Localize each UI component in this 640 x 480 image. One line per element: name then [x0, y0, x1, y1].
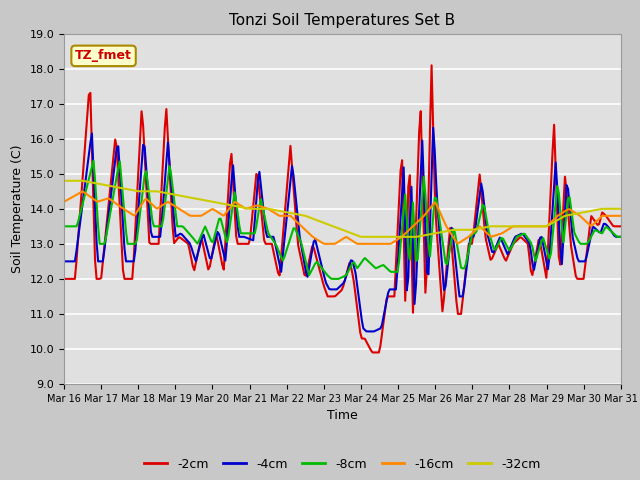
-32cm — [129, 187, 136, 193]
Y-axis label: Soil Temperature (C): Soil Temperature (C) — [11, 144, 24, 273]
Text: TZ_fmet: TZ_fmet — [75, 49, 132, 62]
-2cm — [303, 265, 311, 271]
-16cm — [255, 203, 263, 209]
Line: -4cm: -4cm — [64, 128, 621, 331]
-8cm — [228, 211, 236, 217]
Legend: -2cm, -4cm, -8cm, -16cm, -32cm: -2cm, -4cm, -8cm, -16cm, -32cm — [140, 453, 545, 476]
-32cm — [588, 208, 595, 214]
-16cm — [130, 213, 138, 218]
-2cm — [129, 276, 136, 282]
-8cm — [589, 230, 596, 236]
Line: -2cm: -2cm — [64, 65, 621, 352]
-16cm — [617, 213, 625, 219]
-4cm — [129, 258, 136, 264]
Line: -16cm: -16cm — [64, 192, 621, 244]
-32cm — [617, 206, 625, 212]
-8cm — [617, 234, 625, 240]
-2cm — [244, 241, 252, 247]
-8cm — [328, 276, 336, 282]
-8cm — [246, 230, 254, 236]
Title: Tonzi Soil Temperatures Set B: Tonzi Soil Temperatures Set B — [229, 13, 456, 28]
-32cm — [358, 234, 365, 240]
-4cm — [617, 234, 625, 240]
-16cm — [79, 189, 86, 194]
-16cm — [321, 241, 328, 247]
-2cm — [617, 224, 625, 229]
-4cm — [226, 199, 234, 205]
Line: -32cm: -32cm — [64, 181, 621, 237]
-4cm — [244, 236, 252, 241]
-2cm — [428, 62, 435, 68]
-2cm — [589, 216, 596, 221]
-16cm — [228, 203, 236, 209]
-2cm — [60, 276, 68, 282]
-32cm — [254, 206, 262, 212]
-8cm — [305, 272, 313, 278]
-2cm — [369, 349, 376, 355]
Line: -8cm: -8cm — [64, 161, 621, 279]
-2cm — [226, 161, 234, 167]
-32cm — [60, 178, 68, 184]
-8cm — [60, 224, 68, 229]
-16cm — [305, 230, 313, 236]
-4cm — [429, 125, 437, 131]
-4cm — [364, 328, 372, 334]
-4cm — [303, 274, 311, 280]
-8cm — [90, 158, 97, 164]
-16cm — [246, 204, 254, 210]
-16cm — [60, 199, 68, 204]
-2cm — [254, 173, 262, 179]
-8cm — [255, 204, 263, 209]
-16cm — [589, 222, 596, 228]
-32cm — [303, 214, 311, 219]
-8cm — [130, 241, 138, 247]
-4cm — [589, 224, 596, 229]
X-axis label: Time: Time — [327, 409, 358, 422]
-32cm — [226, 202, 234, 208]
-4cm — [60, 258, 68, 264]
-32cm — [244, 206, 252, 212]
-4cm — [254, 177, 262, 183]
